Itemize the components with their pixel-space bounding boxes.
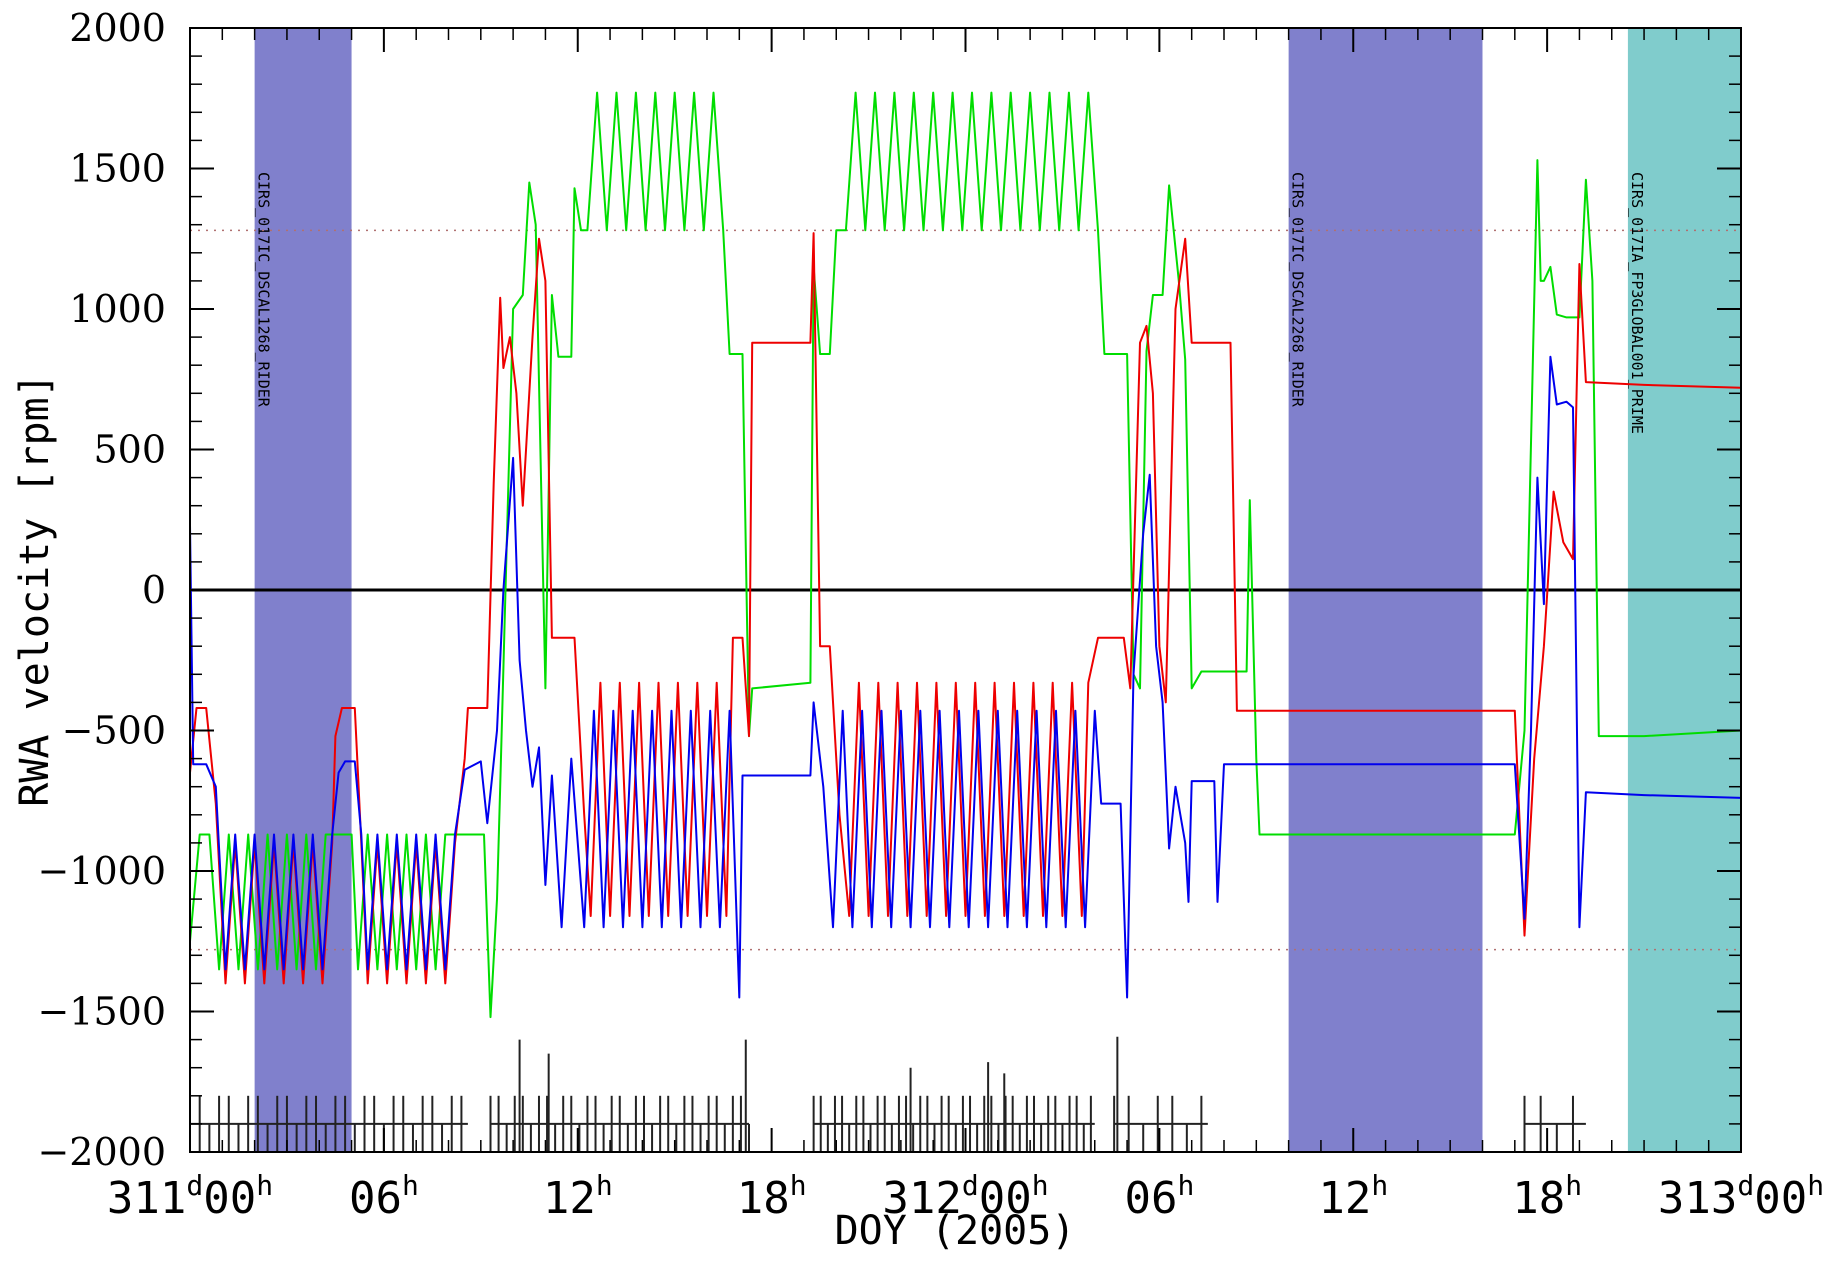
y-tick-label: 500	[93, 428, 166, 472]
series-lines	[189, 91, 1742, 1019]
y-tick-label: 1500	[69, 147, 166, 191]
x-axis-title: DOY (2005)	[835, 1208, 1076, 1254]
band-label-0: CIRS_017IC_DSCAL1268_RIDER	[255, 172, 273, 408]
y-tick-label: 1000	[69, 287, 166, 331]
event-ticks	[189, 1036, 1586, 1152]
series-line-0	[189, 91, 1742, 1019]
x-tick-label: 313d00h	[1658, 1169, 1824, 1224]
x-tick-label: 312d00h	[882, 1169, 1048, 1224]
y-axis-ticks: 2000 1500 1000 500 0 −500 −1000 −1500 −2000	[37, 6, 1741, 1174]
x-tick-label: 06h	[1124, 1169, 1194, 1224]
y-tick-label: 2000	[69, 6, 166, 50]
band-label-2: CIRS_017IA_FP3GLOBAL001_PRIME	[1628, 172, 1646, 434]
y-tick-label: 0	[142, 568, 166, 612]
x-tick-label: 12h	[543, 1169, 613, 1224]
x-tick-label: 311d00h	[107, 1169, 273, 1224]
y-tick-label: −500	[62, 709, 166, 753]
x-tick-label: 18h	[1512, 1169, 1582, 1224]
x-tick-label: 18h	[737, 1169, 807, 1224]
y-tick-label: −1500	[37, 990, 166, 1034]
series-line-2	[189, 355, 1742, 999]
x-axis-ticks: 311d00h 06h 12h 18h 312d00h 06h 12h 18h 313d00h	[107, 28, 1824, 1224]
x-tick-label: 06h	[349, 1169, 419, 1224]
y-tick-label: −2000	[37, 1130, 166, 1174]
y-axis-title: RWA velocity [rpm]	[12, 373, 58, 806]
band-label-1: CIRS_017IC_DSCAL2268_RIDER	[1289, 172, 1307, 408]
reference-lines	[190, 229, 1741, 951]
x-tick-label: 12h	[1318, 1169, 1388, 1224]
y-tick-label: −1000	[37, 849, 166, 893]
